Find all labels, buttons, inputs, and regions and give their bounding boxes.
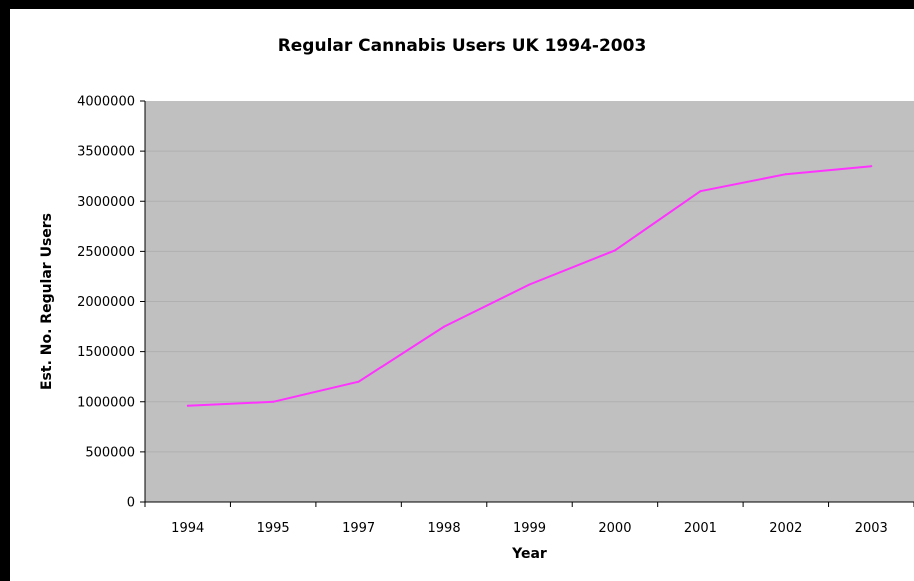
y-tick-label: 2000000 <box>77 295 135 310</box>
data-point <box>613 249 616 252</box>
x-tick-label: 2000 <box>598 521 631 536</box>
x-axis-title: Year <box>511 546 547 562</box>
y-axis-title: Est. No. Regular Users <box>39 213 55 390</box>
chart-frame: Regular Cannabis Users UK 1994-2003 0 500… <box>10 9 914 581</box>
data-point <box>357 380 360 383</box>
x-tick-label: 1995 <box>257 521 290 536</box>
data-point <box>870 165 873 168</box>
data-point <box>699 190 702 193</box>
y-tick-label: 4000000 <box>77 95 135 110</box>
y-tick-label: 2500000 <box>77 245 135 260</box>
y-tick-label: 500000 <box>85 445 135 460</box>
x-tick-label: 1999 <box>513 521 546 536</box>
x-tick-label: 1998 <box>428 521 461 536</box>
data-point <box>528 283 531 286</box>
data-point <box>443 325 446 328</box>
line-chart: 0 500000 1000000 1500000 2000000 2500000 30000… <box>39 95 914 562</box>
y-tick-label: 3500000 <box>77 145 135 160</box>
x-tick-label: 2002 <box>769 521 802 536</box>
x-tick-label: 2003 <box>855 521 888 536</box>
y-tick-label: 1500000 <box>77 345 135 360</box>
chart-title: Regular Cannabis Users UK 1994-2003 <box>277 36 647 56</box>
x-tick-label: 1997 <box>342 521 375 536</box>
x-tick-label: 1994 <box>171 521 204 536</box>
y-tick-label: 0 <box>127 496 135 511</box>
data-point <box>186 404 189 407</box>
x-tick-label: 2001 <box>684 521 717 536</box>
y-tick-label: 3000000 <box>77 195 135 210</box>
y-tick-label: 1000000 <box>77 395 135 410</box>
data-point <box>272 400 275 403</box>
data-point <box>784 173 787 176</box>
